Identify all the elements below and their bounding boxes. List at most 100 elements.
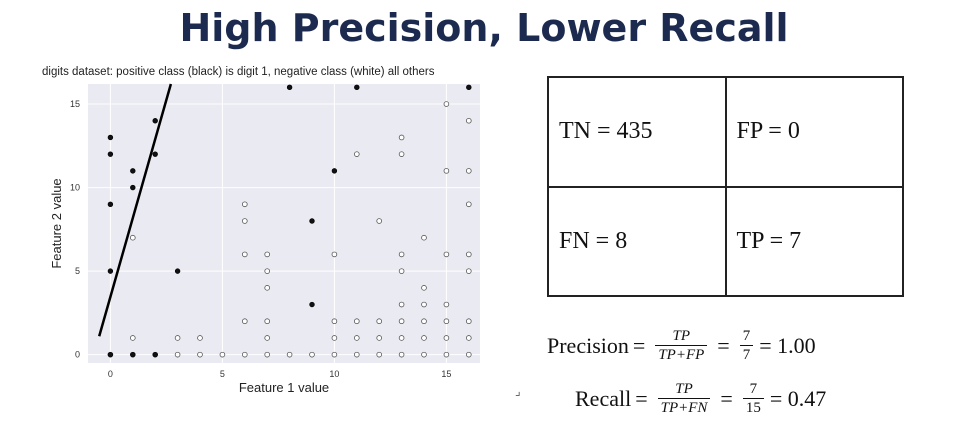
slide-title: High Precision, Lower Recall <box>179 6 789 50</box>
precision-denominator: TP+FP <box>655 345 708 364</box>
precision-equals: = <box>632 332 646 358</box>
positive-point <box>152 351 158 358</box>
negative-point <box>130 234 136 241</box>
decision-boundary-line <box>97 83 173 337</box>
positive-point <box>130 184 136 191</box>
negative-point <box>376 218 383 224</box>
negative-point <box>443 168 450 174</box>
positive-point <box>152 151 158 157</box>
precision-fraction: TP TP+FP <box>655 327 708 364</box>
cursor-icon: ⌟ <box>515 384 521 398</box>
negative-point <box>331 335 338 341</box>
recall-numerator: TP <box>675 381 693 397</box>
negative-point <box>376 351 383 358</box>
negative-point <box>130 335 136 341</box>
positive-point <box>152 118 158 124</box>
negative-point <box>421 285 427 291</box>
negative-point <box>465 201 472 208</box>
chart-title: digits dataset: positive class (black) i… <box>42 66 435 78</box>
precision-value-fraction: 7 7 <box>739 327 754 364</box>
negative-point <box>264 335 271 341</box>
negative-point <box>331 251 338 258</box>
negative-point <box>242 318 248 325</box>
negative-point <box>242 218 248 224</box>
negative-point <box>398 251 405 258</box>
positive-point <box>107 134 114 141</box>
positive-point <box>107 201 114 207</box>
cm-false-positive: FP = 0 <box>724 76 904 188</box>
negative-point <box>353 318 360 325</box>
positive-point <box>130 351 136 358</box>
negative-point <box>421 234 427 241</box>
positive-point <box>309 301 315 308</box>
negative-point <box>421 318 427 325</box>
negative-point <box>443 251 450 258</box>
negative-point <box>465 335 472 341</box>
positive-point <box>107 151 114 157</box>
precision-label: Precision <box>547 332 629 358</box>
negative-point <box>264 285 271 291</box>
negative-point <box>242 351 248 358</box>
negative-point <box>443 351 450 358</box>
positive-point <box>466 84 472 91</box>
positive-point <box>331 168 338 174</box>
precision-value-denominator: 7 <box>739 345 754 364</box>
negative-point <box>398 351 405 358</box>
positive-point <box>354 84 360 91</box>
negative-point <box>398 268 405 274</box>
y-axis-label: Feature 2 value <box>49 178 64 268</box>
negative-point <box>443 335 450 341</box>
negative-point <box>443 301 450 308</box>
negative-point <box>398 151 405 157</box>
precision-value-numerator: 7 <box>742 328 751 344</box>
recall-equals: = <box>635 385 648 411</box>
cm-true-negative: TN = 435 <box>547 76 727 188</box>
recall-equals-2: = <box>720 385 733 411</box>
negative-point <box>286 351 293 358</box>
negative-point <box>309 351 315 358</box>
negative-point <box>376 335 383 341</box>
recall-value-fraction: 7 15 <box>742 380 764 417</box>
negative-point <box>398 134 405 141</box>
recall-result: = 0.47 <box>769 385 827 411</box>
x-axis-label: Feature 1 value <box>239 380 329 395</box>
negative-point <box>174 351 181 358</box>
recall-label: Recall <box>575 385 632 411</box>
negative-point <box>398 335 405 341</box>
negative-point <box>264 351 271 358</box>
x-tick-label: 10 <box>329 369 339 379</box>
recall-formula: Recall = TP TP+FN = 7 15 = 0.47 <box>575 380 826 417</box>
precision-equals-2: = <box>717 332 730 358</box>
confusion-matrix: TN = 435 FP = 0 FN = 8 TP = 7 <box>547 76 904 297</box>
recall-value-denominator: 15 <box>742 398 764 417</box>
positive-point <box>107 268 114 274</box>
negative-point <box>242 201 248 208</box>
cm-false-negative: FN = 8 <box>547 185 727 297</box>
y-tick-label: 0 <box>75 350 80 360</box>
recall-value-numerator: 7 <box>749 381 758 397</box>
x-tick-label: 0 <box>108 369 113 379</box>
negative-point <box>443 101 450 107</box>
negative-point <box>331 318 338 325</box>
negative-point <box>421 301 427 308</box>
negative-point <box>465 318 472 325</box>
x-tick-label: 15 <box>441 369 451 379</box>
negative-point <box>219 351 226 358</box>
plot-area <box>88 84 480 363</box>
y-tick-label: 15 <box>70 99 80 109</box>
negative-point <box>197 351 203 358</box>
negative-point <box>421 335 427 341</box>
x-tick-label: 5 <box>220 369 225 379</box>
negative-point <box>264 318 271 325</box>
negative-point <box>353 351 360 358</box>
negative-point <box>465 351 472 358</box>
cm-true-positive: TP = 7 <box>724 185 904 297</box>
negative-point <box>376 318 383 325</box>
y-tick-label: 5 <box>75 266 80 276</box>
negative-point <box>443 318 450 325</box>
precision-numerator: TP <box>672 328 691 344</box>
negative-point <box>264 251 271 258</box>
recall-fraction: TP TP+FN <box>657 380 711 417</box>
positive-point <box>309 218 315 224</box>
